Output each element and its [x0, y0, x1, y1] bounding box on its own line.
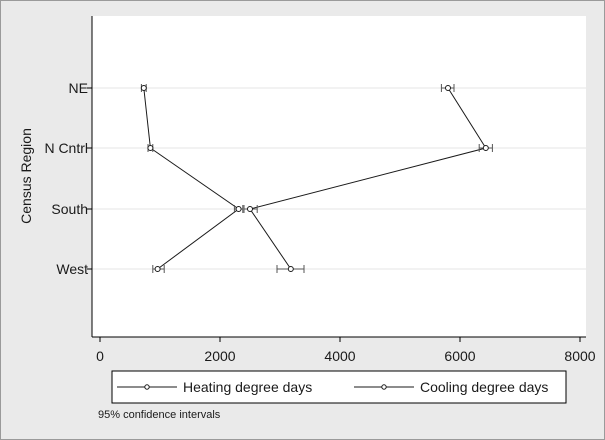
x-tick-label: 0 [96, 348, 104, 364]
series-0 [243, 84, 493, 273]
y-tick-label: N Cntrl [44, 140, 88, 156]
series-1 [140, 84, 244, 273]
gridlines [92, 87, 586, 270]
legend: Heating degree days Cooling degree days [111, 370, 567, 404]
legend-label: Heating degree days [183, 379, 312, 395]
y-axis: NE N Cntrl South West [44, 16, 93, 337]
legend-item: Cooling degree days [354, 379, 548, 395]
legend-box [111, 370, 567, 404]
y-tick-label: South [51, 201, 88, 217]
data-point [287, 266, 294, 272]
data-point [147, 145, 154, 151]
series-layer [140, 84, 493, 273]
legend-marker [144, 384, 150, 390]
series-line [143, 87, 240, 270]
data-point [154, 266, 161, 272]
legend-item: Heating degree days [117, 379, 312, 395]
x-axis: 0 2000 4000 6000 8000 [92, 336, 596, 364]
plot-area [92, 16, 586, 337]
x-tick-label: 6000 [444, 348, 475, 364]
x-tick-label: 8000 [564, 348, 595, 364]
legend-marker [381, 384, 387, 390]
y-tick-label: West [56, 261, 88, 277]
data-point [235, 206, 242, 212]
y-tick-label: NE [69, 80, 88, 96]
chart-note: 95% confidence intervals [98, 409, 221, 421]
x-tick-label: 4000 [324, 348, 355, 364]
data-point [482, 145, 489, 151]
x-tick-label: 2000 [204, 348, 235, 364]
data-point [445, 85, 451, 91]
data-point [140, 85, 147, 91]
y-axis-title: Census Region [18, 128, 34, 224]
legend-label: Cooling degree days [420, 379, 548, 395]
series-line [249, 87, 487, 270]
data-point [247, 206, 253, 212]
